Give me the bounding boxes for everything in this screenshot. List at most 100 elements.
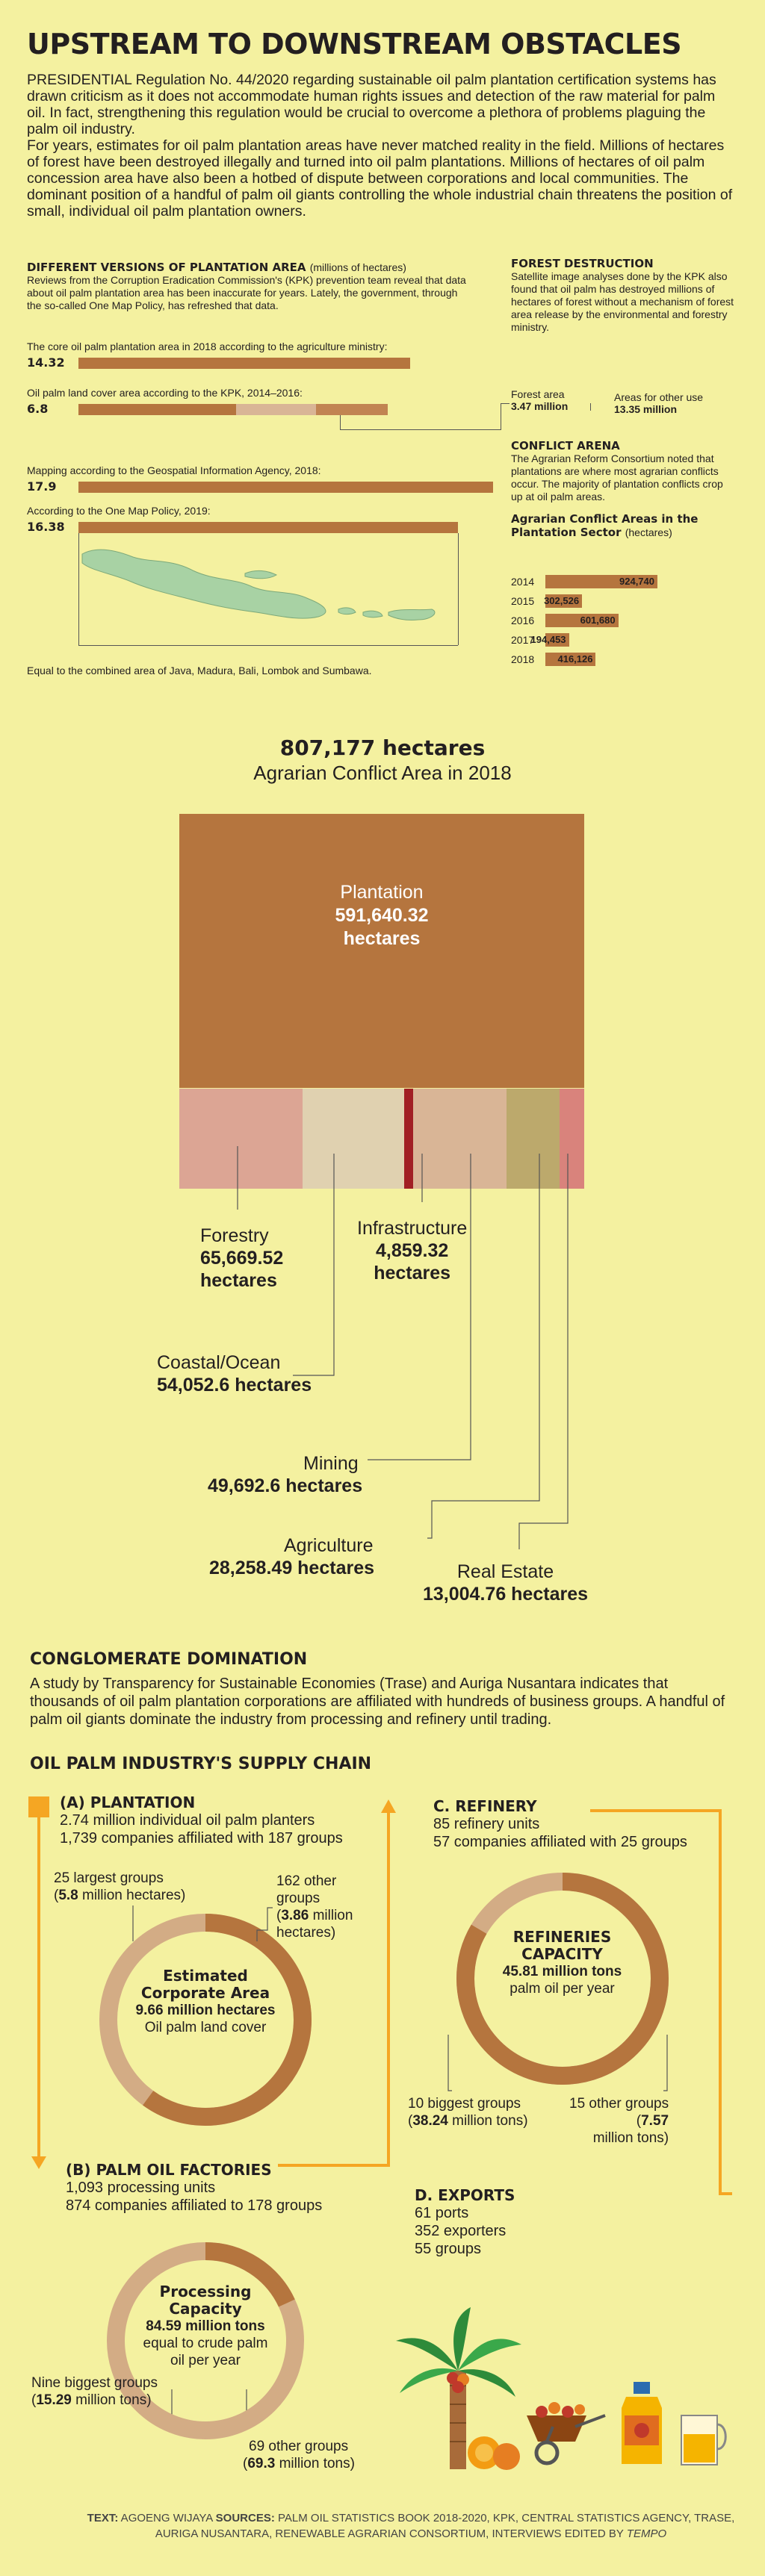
treemap-total: 807,177 hectares: [279, 735, 486, 760]
infrastructure-unit: hectares: [374, 1263, 451, 1284]
refinery-donut: [456, 1873, 669, 2085]
infrastructure-value: 4,859.32: [375, 1240, 449, 1261]
paren: (: [408, 2113, 413, 2129]
refinery-other-groups: 15 other groups (7.57 million tons): [569, 2095, 669, 2147]
map-frame-line: [78, 645, 458, 646]
exports-exporters: 352 exporters: [415, 2223, 507, 2239]
version-label-ministry: The core oil palm plantation area in 201…: [27, 340, 388, 352]
palm-oil-illustration: [396, 2307, 727, 2470]
refinery-other-value: 7.57: [641, 2113, 669, 2129]
supply-chain-arrows: [28, 1796, 732, 2195]
factories-right-label: 69 other groups: [249, 2439, 349, 2454]
forest-destruction-block: FOREST DESTRUCTION Satellite image analy…: [511, 257, 735, 334]
map-caption: Equal to the combined area of Java, Madu…: [27, 665, 372, 676]
exports-ports: 61 ports: [415, 2205, 469, 2221]
map-frame-line: [457, 533, 459, 645]
palm-tree-icon: [396, 2307, 521, 2469]
treemap-sector-coastal-ocean: [303, 1089, 405, 1189]
plantation-value: 591,640.32: [335, 905, 429, 926]
plantation-largest-unit: million hectares): [78, 1888, 186, 1903]
mining-name: Mining: [303, 1453, 359, 1474]
conflict-bar-row: 2018 416,126: [511, 651, 735, 668]
plantation-name: Plantation: [340, 882, 424, 903]
forestry-value: 65,669.52: [200, 1248, 284, 1269]
factories-block: (B) PALM OIL FACTORIES 1,093 processing …: [66, 2161, 322, 2215]
conflict-year-label: 2014: [511, 576, 535, 588]
forest-area-callout: Forest area 3.47 million: [511, 388, 568, 412]
plantation-right-label-d: hectares): [276, 1925, 336, 1941]
plantation-line-2: 1,739 companies affiliated with 187 grou…: [60, 1830, 343, 1847]
start-marker-icon: [28, 1796, 49, 1817]
versions-header: DIFFERENT VERSIONS OF PLANTATION AREA (m…: [27, 261, 505, 312]
plantation-block: (A) PLANTATION 2.74 million individual o…: [60, 1793, 343, 1847]
oil-bottle-icon: [622, 2382, 662, 2464]
treemap-sector-real-estate: [560, 1089, 584, 1189]
connector-line: [590, 403, 591, 411]
paren: (: [54, 1888, 59, 1903]
connector-line: [340, 415, 341, 430]
plantation-donut: [99, 1914, 312, 2126]
plantation-donut-center: Estimated Corporate Area 9.66 million he…: [127, 1967, 284, 2036]
conflict-bar-value: 302,526: [544, 595, 580, 606]
treemap-sector-infrastructure: [404, 1089, 414, 1189]
intro-text: PRESIDENTIAL Regulation No. 44/2020 rega…: [27, 72, 737, 220]
intro-paragraph-1: PRESIDENTIAL Regulation No. 44/2020 rega…: [27, 72, 716, 137]
conflict-bar-value: 601,680: [580, 615, 616, 626]
refinery-other-unit: million tons): [592, 2130, 669, 2146]
refinery-heading: C. REFINERY: [433, 1797, 537, 1815]
version-bar-geospatial: [78, 482, 493, 493]
forest-heading: FOREST DESTRUCTION: [511, 257, 654, 270]
credits-text-value: AGOENG WIJAYA: [118, 2512, 216, 2524]
factories-line-2: 874 companies affiliated to 178 groups: [66, 2197, 323, 2214]
real-estate-value: 13,004.76 hectares: [423, 1584, 589, 1605]
factories-biggest-unit: million tons): [71, 2392, 152, 2408]
connector-line: [340, 429, 501, 430]
credits-editor: TEMPO: [626, 2527, 667, 2540]
forestry-unit: hectares: [200, 1270, 277, 1291]
conflict-bar: [545, 614, 619, 627]
conflict-bar: [545, 594, 583, 608]
other-use-callout: Areas for other use 13.35 million: [614, 391, 703, 415]
versions-description: Reviews from the Corruption Eradication …: [27, 274, 466, 311]
forest-text: Satellite image analyses done by the KPK…: [511, 270, 734, 333]
infrastructure-name: Infrastructure: [357, 1218, 468, 1239]
factories-donut-center: Processing Capacity 84.59 million tons e…: [134, 2283, 276, 2369]
mining-value: 49,692.6 hectares: [208, 1475, 363, 1496]
refinery-line-1: 85 refinery units: [433, 1816, 540, 1832]
refinery-biggest-value: 38.24: [412, 2113, 448, 2129]
plantation-largest-groups-arc: [99, 1914, 312, 2126]
exports-groups: 55 groups: [415, 2241, 481, 2257]
conflict-bar-value: 416,126: [557, 653, 593, 665]
version-bar-kpk: [78, 404, 236, 415]
conflict-year-label: 2016: [511, 615, 535, 626]
page-title: UPSTREAM TO DOWNSTREAM OBSTACLES: [27, 28, 682, 60]
plantation-largest-value: 5.8: [58, 1888, 78, 1903]
infrastructure-label: Infrastructure 4,859.32 hectares: [357, 1217, 467, 1284]
coastal-value: 54,052.6 hectares: [157, 1375, 312, 1396]
mining-label: Mining 49,692.6 hectares: [208, 1452, 362, 1497]
factories-line-1: 1,093 processing units: [66, 2180, 216, 2196]
refinery-center-desc: palm oil per year: [510, 1981, 615, 1997]
forestry-name: Forestry: [200, 1225, 269, 1246]
conglomerate-heading: CONGLOMERATE DOMINATION: [30, 1650, 308, 1669]
plantation-center-desc: Oil palm land cover: [144, 2020, 267, 2035]
real-estate-name: Real Estate: [456, 1561, 554, 1582]
arrow-head-icon: [381, 1799, 396, 1813]
credits-sources-label: SOURCES:: [215, 2512, 275, 2524]
versions-unit: (millions of hectares): [309, 261, 406, 273]
other-use-label: Areas for other use: [614, 391, 704, 403]
map-frame-line: [78, 533, 79, 645]
factories-donut: [107, 2242, 304, 2439]
conflict-bar-row: 2015 302,526: [511, 593, 735, 609]
credits-text-label: TEXT:: [87, 2512, 119, 2524]
conflict-bar-row: 2017 194,453: [511, 632, 735, 648]
version-bar-forest-area: [235, 404, 317, 415]
conflict-bar-row: 2016 601,680: [511, 612, 735, 629]
treemap-plantation: Plantation 591,640.32 hectares: [179, 814, 584, 1089]
version-bar-one-map: [78, 522, 458, 533]
factories-left-label: Nine biggest groups: [31, 2375, 158, 2391]
refinery-line-2: 57 companies affiliated with 25 groups: [433, 1834, 687, 1850]
credits-line-2: AURIGA NUSANTARA, RENEWABLE AGRARIAN CON…: [155, 2527, 627, 2540]
refinery-block: C. REFINERY 85 refinery units 57 compani…: [433, 1797, 687, 1851]
conflict-unit: (hectares): [625, 526, 672, 538]
